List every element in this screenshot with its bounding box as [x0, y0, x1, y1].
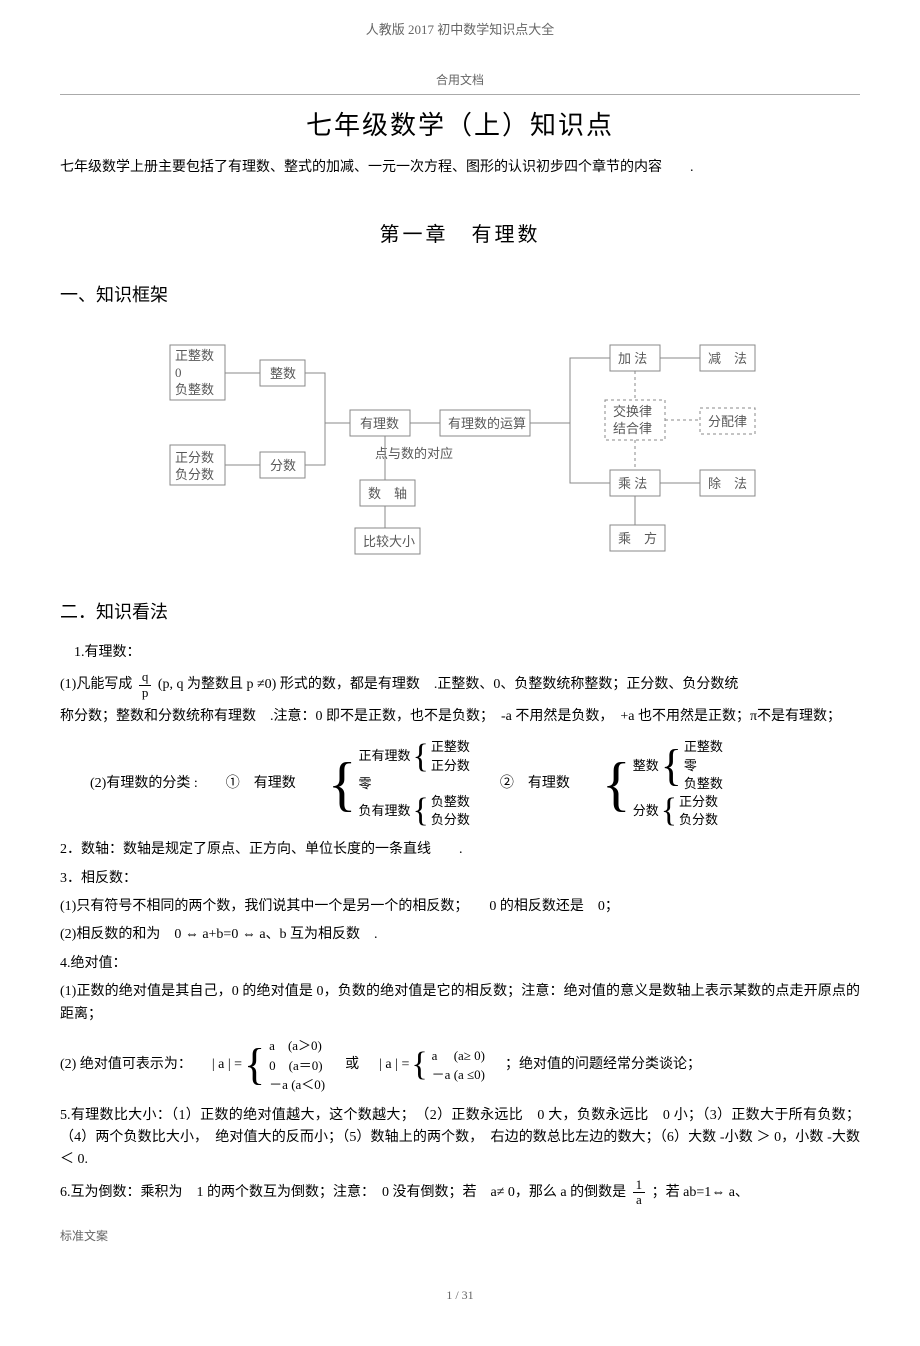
svg-text:结合律: 结合律 [613, 421, 652, 436]
svg-text:点与数的对应: 点与数的对应 [375, 446, 453, 461]
intro-text: 七年级数学上册主要包括了有理数、整式的加减、一元一次方程、图形的认识初步四个章节… [60, 157, 860, 179]
text: (p, q 为整数且 p ≠0) 形式的数，都是有理数 .正整数、0、负整数统称… [158, 677, 739, 692]
svg-text:加 法: 加 法 [618, 351, 647, 366]
item-3-1: (1)只有符号不相同的两个数，我们说其中一个是另一个的相反数； 0 的相反数还是… [60, 896, 860, 918]
tail: ；绝对值的问题经常分类谈论； [505, 1054, 701, 1076]
classification-2: { 整数 { 正整数 零 负整数 分数 { 正分数 负分数 [600, 738, 723, 829]
item-6: 6.互为倒数：乘积为 1 的两个数互为倒数；注意： 0 没有倒数；若 a≠ 0，… [60, 1178, 860, 1208]
item-5: 5.有理数比大小：（1）正数的绝对值越大，这个数越大； （2）正数永远比 0 大… [60, 1105, 860, 1172]
classification-1: { 正有理数 { 正整数 正分数 零 负有理数 { 负整数 负分数 [326, 738, 470, 829]
abs-def-2: | a | = { a (a≥ 0) －a (a ≤0) [379, 1046, 485, 1085]
svg-text:整数: 整数 [270, 366, 296, 381]
svg-text:比较大小: 比较大小 [363, 534, 415, 549]
sub-header: 合用文档 [60, 71, 860, 95]
page-number: 1 / 31 [60, 1286, 860, 1305]
chapter-title: 第一章 有理数 [60, 219, 860, 251]
svg-text:有理数的运算: 有理数的运算 [448, 416, 526, 431]
or-label: 或 [345, 1054, 359, 1076]
svg-text:乘 方: 乘 方 [618, 531, 657, 546]
fraction-1-over-a: 1 a [633, 1178, 646, 1208]
label-2: ② 有理数 [500, 773, 570, 795]
label: (2) 绝对值可表示为： [60, 1054, 192, 1076]
document-page: 人教版 2017 初中数学知识点大全 合用文档 七年级数学（上）知识点 七年级数… [0, 0, 920, 1346]
page-title: 七年级数学（上）知识点 [60, 105, 860, 147]
svg-text:负整数: 负整数 [175, 382, 214, 397]
svg-text:0: 0 [175, 365, 182, 380]
item-1-1: (1)凡能写成 q p (p, q 为整数且 p ≠0) 形式的数，都是有理数 … [60, 670, 860, 700]
section-1-heading: 一、知识框架 [60, 281, 860, 310]
item-4: 4.绝对值： [60, 953, 860, 975]
svg-text:交换律: 交换律 [613, 404, 652, 419]
item-1-title: 1.有理数： [60, 642, 860, 664]
svg-text:负分数: 负分数 [175, 467, 214, 482]
svg-text:数 轴: 数 轴 [368, 486, 407, 501]
svg-text:分数: 分数 [270, 458, 296, 473]
svg-text:分配律: 分配律 [708, 414, 747, 429]
abs-def-1: | a | = { a (a＞0) 0 (a＝0) －a (a＜0) [212, 1036, 325, 1095]
item-3: 3．相反数： [60, 868, 860, 890]
section-2-heading: 二．知识看法 [60, 598, 860, 627]
footer-note: 标准文案 [60, 1227, 860, 1246]
item-4-1: (1)正数的绝对值是其自己，0 的绝对值是 0，负数的绝对值是它的相反数；注意：… [60, 981, 860, 1026]
svg-text:除 法: 除 法 [708, 476, 747, 491]
abs-value-block: (2) 绝对值可表示为： | a | = { a (a＞0) 0 (a＝0) －… [60, 1036, 860, 1095]
item-1-1-cont: 称分数；整数和分数统称有理数 .注意：0 即不是正数，也不是负数； -a 不用然… [60, 706, 860, 728]
text: 6.互为倒数：乘积为 1 的两个数互为倒数；注意： 0 没有倒数；若 a≠ 0，… [60, 1185, 626, 1200]
knowledge-diagram: 正整数 0 负整数 整数 正分数 负分数 分数 有理数 有理数的运算 [60, 330, 860, 568]
text: ；若 ab=1⇔ a、 [652, 1185, 749, 1200]
item-2: 2．数轴：数轴是规定了原点、正方向、单位长度的一条直线 . [60, 839, 860, 861]
classification-block: (2)有理数的分类 : ① 有理数 { 正有理数 { 正整数 正分数 零 负有理… [90, 738, 860, 829]
label: (2)有理数的分类 : ① 有理数 [90, 773, 296, 795]
svg-text:有理数: 有理数 [360, 416, 399, 431]
text: (1)凡能写成 [60, 677, 132, 692]
svg-text:减 法: 减 法 [708, 351, 747, 366]
svg-text:乘 法: 乘 法 [618, 476, 647, 491]
fraction-q-over-p: q p [139, 670, 152, 700]
item-3-2: (2)相反数的和为 0 ⇔ a+b=0 ⇔ a、b 互为相反数 . [60, 924, 860, 946]
svg-text:正分数: 正分数 [175, 450, 214, 465]
doc-header: 人教版 2017 初中数学知识点大全 [60, 20, 860, 41]
svg-text:正整数: 正整数 [175, 348, 214, 363]
